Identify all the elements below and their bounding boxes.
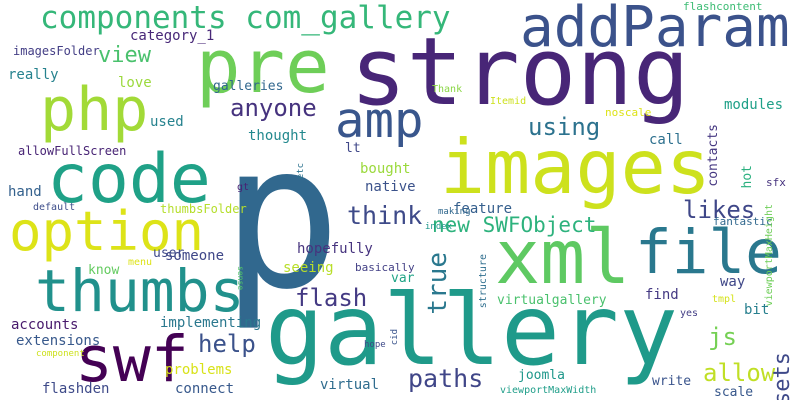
word: Itemid (490, 96, 527, 107)
word: problems (165, 362, 233, 378)
word: flashden (42, 381, 110, 397)
word: cid (390, 329, 400, 346)
word: index (425, 222, 453, 232)
word: pre (196, 24, 330, 110)
word: anyone (230, 94, 317, 122)
word: using (528, 113, 601, 141)
word: view (98, 43, 151, 68)
word: xml (495, 213, 631, 301)
word: implementing (160, 315, 262, 331)
word: gallery (265, 274, 679, 388)
word: help (198, 330, 256, 358)
word: write (652, 374, 692, 389)
word: contacts (706, 124, 721, 187)
word: fantastic (713, 215, 773, 228)
word: true (423, 252, 453, 315)
word: images (440, 123, 711, 211)
word: bought (360, 161, 411, 177)
word: paths (408, 364, 484, 393)
word: component (36, 349, 85, 359)
word: likes (683, 196, 756, 224)
word: flash (295, 284, 368, 312)
word: addParam (520, 0, 790, 60)
word: p (221, 101, 342, 334)
word: seeing (283, 260, 334, 276)
word: strong (350, 18, 690, 127)
word: category_1 (130, 28, 215, 44)
word: thumbs (35, 257, 245, 325)
word: js (708, 323, 737, 351)
word: call (649, 132, 683, 148)
word: tmpl (712, 294, 737, 305)
word: sfx (766, 176, 786, 189)
word: code (47, 140, 211, 219)
word: sense (236, 266, 245, 291)
word: components com_gallery (40, 0, 451, 36)
word: native (365, 179, 416, 195)
word: yes (680, 308, 699, 319)
word: etc (296, 163, 306, 180)
word: virtual (320, 377, 380, 393)
word: really (8, 67, 59, 83)
word: hot (740, 165, 755, 189)
word: option (9, 200, 205, 263)
word: thumbsFolder (160, 202, 247, 216)
word: bit (744, 302, 770, 318)
word: php (40, 75, 149, 145)
word: allowFullScreen (18, 144, 127, 158)
word: gt (237, 182, 250, 193)
word: structure (478, 254, 489, 309)
word: hopefully (297, 241, 373, 257)
word: connect (175, 381, 235, 397)
word: modules (724, 97, 784, 113)
word: accounts (11, 317, 79, 333)
word: new SWFObject (432, 213, 597, 237)
word: swf (75, 323, 189, 396)
word: basically (355, 261, 415, 274)
word: someone (165, 248, 225, 264)
word: user (153, 246, 185, 261)
word: com_gallery assets (770, 352, 795, 400)
word: flashcontent (683, 0, 763, 13)
word: file (635, 217, 782, 288)
word: galleries (213, 79, 284, 94)
word: thought (248, 128, 308, 144)
word: know (88, 263, 120, 278)
word: extensions (16, 333, 101, 349)
word: hope (364, 340, 386, 350)
word: allow (703, 359, 776, 387)
word: lt (345, 141, 361, 156)
word: way (720, 274, 746, 290)
word: menu (128, 257, 153, 268)
word: default (33, 202, 76, 213)
word: Thank (432, 84, 463, 95)
word: scale (714, 385, 754, 400)
word: imagesFolder (13, 44, 100, 58)
word: amp (335, 92, 424, 149)
word: making (438, 207, 471, 217)
word: used (150, 114, 184, 130)
word: viewportMaxHeight (764, 204, 775, 307)
word: think (347, 201, 423, 230)
word: love (118, 75, 152, 91)
word: feature (453, 201, 513, 217)
word: hand (8, 184, 42, 200)
word: joomla (518, 368, 565, 383)
word: var (391, 271, 415, 286)
word: find (645, 287, 679, 303)
word: virtualgallery (497, 293, 607, 308)
word: noscale (605, 106, 652, 119)
word: viewportMaxWidth (500, 385, 597, 396)
